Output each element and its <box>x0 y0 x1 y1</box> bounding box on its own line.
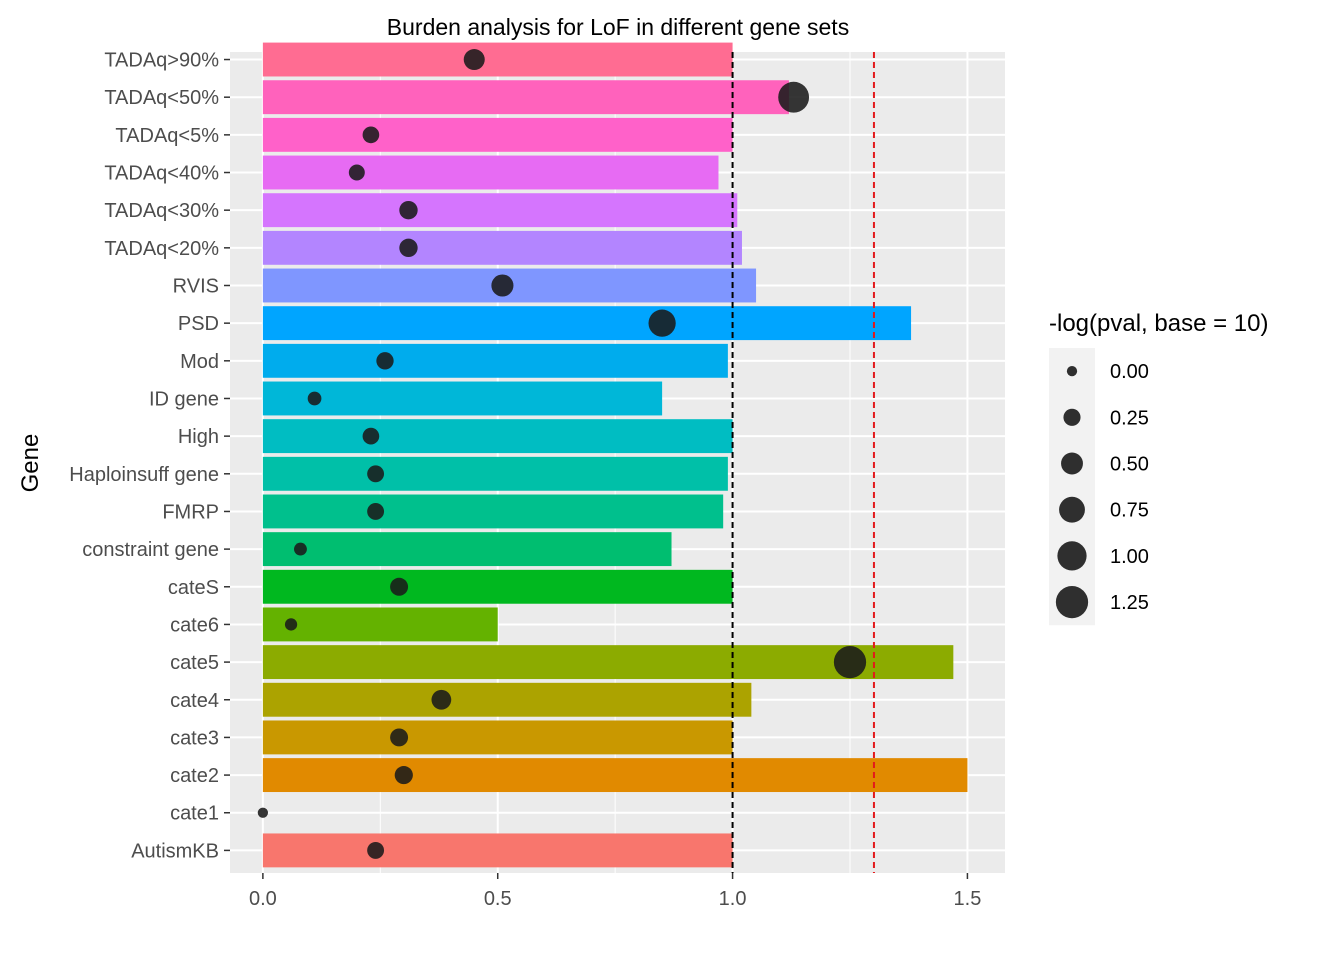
data-point <box>348 164 365 181</box>
data-point <box>390 577 409 596</box>
bar <box>262 193 738 228</box>
x-tick-label: 0.0 <box>249 888 277 910</box>
y-tick-label: RVIS <box>173 275 219 297</box>
data-point <box>294 542 307 556</box>
bar <box>262 682 752 717</box>
bar <box>262 117 733 152</box>
bar <box>262 230 742 265</box>
legend-size-key <box>1057 541 1087 571</box>
y-tick-label: cate1 <box>170 803 219 825</box>
bar <box>262 80 789 115</box>
bar <box>262 758 968 793</box>
y-tick-label: cateS <box>168 577 219 599</box>
legend-label: 0.00 <box>1110 361 1149 383</box>
y-tick-label: FMRP <box>162 501 219 523</box>
legend-size-key <box>1066 365 1078 377</box>
y-tick-label: cate6 <box>170 614 219 636</box>
bar <box>262 42 733 77</box>
data-point <box>367 841 385 859</box>
y-axis-title: Gene <box>17 434 44 493</box>
legend-label: 0.25 <box>1110 407 1149 429</box>
data-point <box>376 352 394 370</box>
x-tick-label: 0.5 <box>484 888 512 910</box>
y-tick-label: cate2 <box>170 765 219 787</box>
data-point <box>284 618 298 631</box>
legend-size-key <box>1055 585 1089 619</box>
bar <box>262 494 724 529</box>
x-tick-label: 1.0 <box>719 888 747 910</box>
chart-title: Burden analysis for LoF in different gen… <box>387 14 849 40</box>
bar <box>262 419 733 454</box>
legend-label: 1.00 <box>1110 546 1149 568</box>
data-point <box>491 274 514 297</box>
y-tick-label: AutismKB <box>131 840 219 862</box>
legend: -log(pval, base = 10) 0.00 0.25 0.50 0.75 1.… <box>1049 310 1268 626</box>
bar <box>262 155 719 190</box>
y-tick-label: TADAq<20% <box>104 238 219 260</box>
bar <box>262 607 498 642</box>
bar <box>262 532 672 567</box>
y-tick-label: High <box>178 426 219 448</box>
plot-panel <box>230 42 1005 873</box>
data-point <box>367 503 385 520</box>
legend-label: 1.25 <box>1110 592 1149 614</box>
data-point <box>362 126 380 144</box>
y-tick-label: TADAq<30% <box>104 200 219 222</box>
data-point <box>648 309 676 337</box>
bar <box>262 343 728 378</box>
bar <box>262 306 912 341</box>
y-tick-label: TADAq<50% <box>104 87 219 109</box>
data-point <box>394 765 413 785</box>
legend-label: 0.75 <box>1110 500 1149 522</box>
data-point <box>399 200 418 220</box>
bar <box>262 456 728 491</box>
data-point <box>367 465 385 483</box>
y-tick-label: PSD <box>178 313 219 335</box>
legend-title: -log(pval, base = 10) <box>1049 310 1268 337</box>
data-point <box>307 391 322 406</box>
data-point <box>390 728 409 747</box>
legend-size-key <box>1059 496 1085 523</box>
bar <box>262 569 733 604</box>
bar <box>262 720 733 755</box>
legend-size-key <box>1063 408 1081 426</box>
data-point <box>399 238 418 258</box>
x-tick-label: 1.5 <box>954 888 982 910</box>
y-tick-label: Haploinsuff gene <box>69 464 219 486</box>
bar <box>262 381 663 416</box>
y-tick-label: TADAq>90% <box>104 50 219 72</box>
legend-key-background <box>1049 348 1095 626</box>
y-tick-label: TADAq<5% <box>115 125 219 147</box>
data-point <box>778 81 810 113</box>
y-tick-label: cate5 <box>170 652 219 674</box>
y-tick-label: cate4 <box>170 690 219 712</box>
data-point <box>362 427 380 445</box>
y-tick-label: cate3 <box>170 727 219 749</box>
legend-label: 0.50 <box>1110 454 1149 476</box>
data-point <box>431 689 452 710</box>
y-tick-label: Mod <box>180 351 219 373</box>
y-tick-label: ID gene <box>149 388 219 410</box>
bar <box>262 833 733 868</box>
data-point <box>463 49 485 71</box>
y-tick-label: constraint gene <box>82 539 219 561</box>
legend-size-key <box>1061 452 1083 475</box>
data-point <box>257 807 269 818</box>
y-tick-label: TADAq<40% <box>104 163 219 185</box>
data-point <box>833 645 867 679</box>
